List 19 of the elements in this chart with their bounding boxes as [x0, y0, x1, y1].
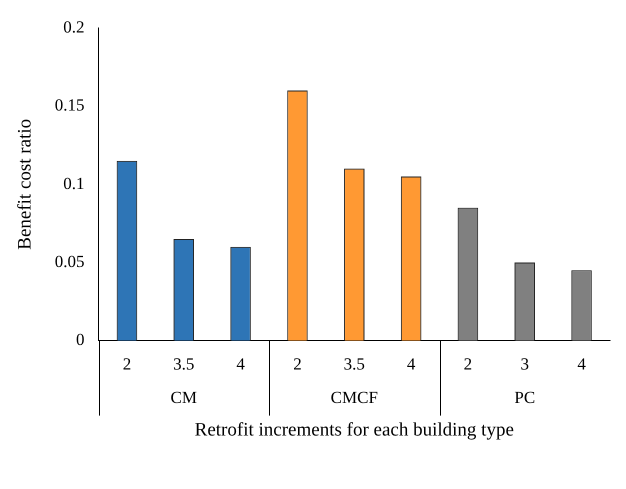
y-tick-label: 0.2 [63, 17, 85, 36]
y-tick-label: 0 [76, 330, 85, 350]
x-tick-label: 3 [520, 354, 530, 374]
x-tick-label: 4 [406, 354, 416, 374]
x-tick-label: 3.5 [173, 354, 194, 374]
x-tick-label: 4 [577, 354, 586, 374]
text: CM [170, 388, 198, 408]
y-axis-title: Benefit cost ratio [14, 118, 36, 250]
x-tick-label: 2 [293, 354, 302, 374]
y-tick-label: 0.05 [54, 252, 85, 271]
x-tick-label: 2 [464, 354, 472, 374]
x-tick-label: 4 [236, 354, 246, 374]
x-tick-label: 2 [122, 354, 132, 374]
x-tick-label: 3.5 [344, 354, 365, 374]
y-tick-label: 0.1 [63, 174, 85, 193]
y-tick-label: 0.15 [54, 96, 85, 115]
text: PC [514, 388, 536, 408]
x-axis-title: Retrofit increments for each building type [194, 420, 514, 441]
text: CMCF [330, 388, 378, 408]
